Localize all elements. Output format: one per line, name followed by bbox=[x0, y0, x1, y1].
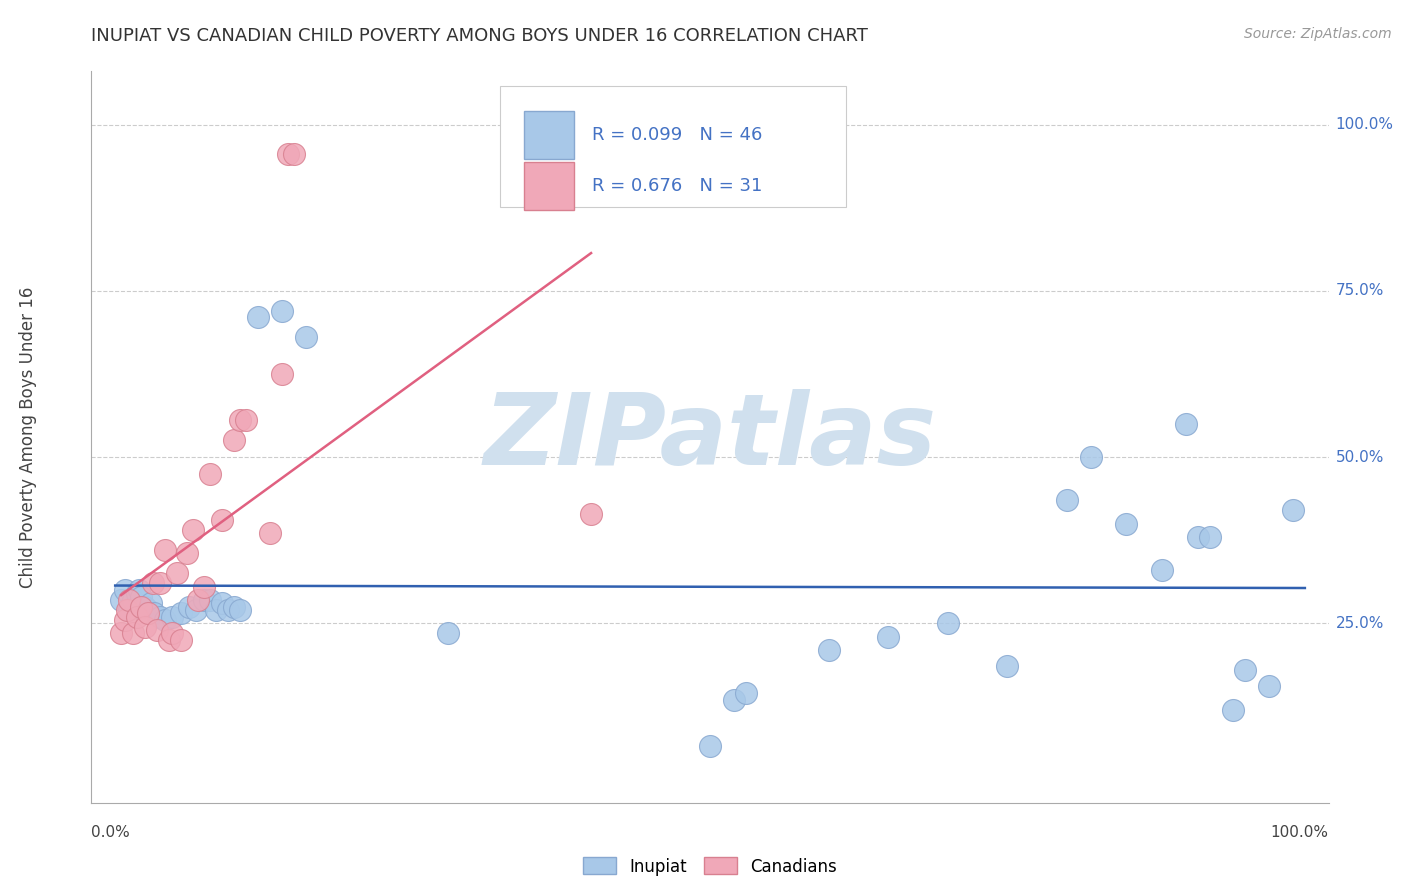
Point bbox=[277, 147, 299, 161]
Point bbox=[1282, 503, 1305, 517]
Text: Source: ZipAtlas.com: Source: ZipAtlas.com bbox=[1244, 27, 1392, 41]
Bar bbox=[524, 112, 574, 159]
Point bbox=[217, 603, 239, 617]
Point bbox=[110, 626, 132, 640]
Point bbox=[134, 599, 156, 614]
Point bbox=[200, 593, 222, 607]
Point bbox=[122, 593, 145, 607]
Point bbox=[118, 603, 141, 617]
Point bbox=[1258, 680, 1281, 694]
Point bbox=[224, 434, 246, 448]
Text: 75.0%: 75.0% bbox=[1336, 284, 1384, 298]
Point bbox=[200, 467, 222, 481]
Point bbox=[229, 413, 252, 427]
Point bbox=[184, 603, 207, 617]
Point bbox=[125, 586, 148, 600]
Point bbox=[1115, 516, 1137, 531]
Text: 25.0%: 25.0% bbox=[1336, 615, 1384, 631]
Point bbox=[205, 603, 228, 617]
Text: R = 0.099   N = 46: R = 0.099 N = 46 bbox=[592, 126, 763, 144]
Point bbox=[1198, 530, 1220, 544]
Point bbox=[166, 566, 188, 581]
Point bbox=[270, 367, 292, 381]
Point bbox=[128, 582, 150, 597]
Text: R = 0.676   N = 31: R = 0.676 N = 31 bbox=[592, 177, 763, 195]
Point bbox=[118, 593, 141, 607]
Point bbox=[149, 609, 172, 624]
Point bbox=[283, 147, 305, 161]
Text: 0.0%: 0.0% bbox=[91, 825, 131, 840]
Text: 100.0%: 100.0% bbox=[1271, 825, 1329, 840]
Point bbox=[146, 623, 169, 637]
FancyBboxPatch shape bbox=[499, 86, 846, 207]
Point bbox=[115, 603, 138, 617]
Point bbox=[162, 609, 184, 624]
Point bbox=[125, 609, 148, 624]
Point bbox=[699, 739, 721, 754]
Point bbox=[1080, 450, 1102, 464]
Point bbox=[936, 616, 959, 631]
Point bbox=[193, 593, 215, 607]
Point bbox=[579, 507, 602, 521]
Point bbox=[153, 613, 176, 627]
Text: ZIPatlas: ZIPatlas bbox=[484, 389, 936, 485]
Point bbox=[138, 607, 160, 621]
Point bbox=[877, 630, 900, 644]
Point bbox=[1234, 663, 1257, 677]
Point bbox=[224, 599, 246, 614]
Point bbox=[818, 643, 841, 657]
Text: Child Poverty Among Boys Under 16: Child Poverty Among Boys Under 16 bbox=[20, 286, 37, 588]
Point bbox=[134, 619, 156, 633]
Point bbox=[235, 413, 257, 427]
Point bbox=[149, 576, 172, 591]
Point bbox=[246, 310, 269, 325]
Bar bbox=[524, 162, 574, 210]
Point bbox=[997, 659, 1019, 673]
Point bbox=[437, 626, 460, 640]
Point bbox=[187, 593, 209, 607]
Point bbox=[1152, 563, 1174, 577]
Point bbox=[122, 626, 145, 640]
Point bbox=[176, 546, 198, 560]
Point bbox=[143, 607, 166, 621]
Point bbox=[723, 692, 745, 706]
Point bbox=[153, 543, 176, 558]
Point bbox=[139, 596, 162, 610]
Point bbox=[1187, 530, 1209, 544]
Point bbox=[131, 590, 153, 604]
Point bbox=[1222, 703, 1244, 717]
Point bbox=[734, 686, 756, 700]
Legend: Inupiat, Canadians: Inupiat, Canadians bbox=[576, 851, 844, 882]
Point bbox=[229, 603, 252, 617]
Point bbox=[110, 593, 132, 607]
Text: 100.0%: 100.0% bbox=[1336, 117, 1393, 132]
Point bbox=[169, 607, 191, 621]
Point bbox=[1174, 417, 1197, 431]
Point bbox=[294, 330, 316, 344]
Point bbox=[162, 626, 184, 640]
Point bbox=[1056, 493, 1078, 508]
Point bbox=[169, 632, 191, 647]
Text: INUPIAT VS CANADIAN CHILD POVERTY AMONG BOYS UNDER 16 CORRELATION CHART: INUPIAT VS CANADIAN CHILD POVERTY AMONG … bbox=[91, 27, 869, 45]
Point bbox=[259, 526, 281, 541]
Point bbox=[211, 596, 233, 610]
Point bbox=[193, 580, 215, 594]
Point bbox=[177, 599, 200, 614]
Point bbox=[181, 523, 204, 537]
Point bbox=[157, 632, 180, 647]
Point bbox=[114, 582, 136, 597]
Point bbox=[114, 613, 136, 627]
Point bbox=[142, 576, 165, 591]
Point bbox=[131, 599, 153, 614]
Point bbox=[138, 603, 160, 617]
Point bbox=[211, 513, 233, 527]
Point bbox=[270, 303, 292, 318]
Text: 50.0%: 50.0% bbox=[1336, 450, 1384, 465]
